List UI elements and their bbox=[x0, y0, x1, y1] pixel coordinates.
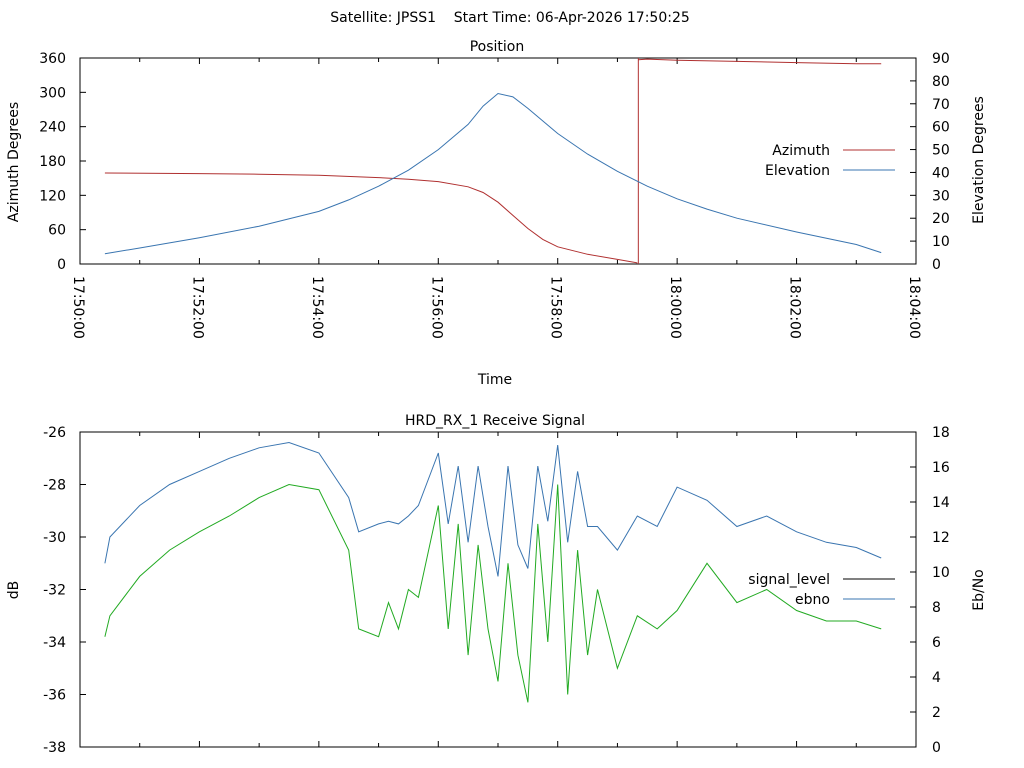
signal-y-tick-label: -32 bbox=[43, 583, 66, 599]
signal-y-tick-label: -26 bbox=[43, 425, 66, 441]
position-y2-tick-label: 90 bbox=[932, 51, 950, 67]
signal-level-series-line bbox=[104, 483, 882, 703]
position-x-tick-label: 18:00:00 bbox=[667, 276, 683, 339]
position-x-tick-label: 17:58:00 bbox=[548, 276, 564, 339]
elevation-series-line bbox=[104, 92, 882, 255]
signal-y-tick-label: -30 bbox=[43, 530, 66, 546]
signal-plot-frame bbox=[79, 431, 917, 748]
position-y2-tick-label: 70 bbox=[932, 97, 950, 113]
legend-signal-level-label: signal_level bbox=[748, 572, 830, 588]
position-y-tick-label: 300 bbox=[39, 85, 66, 101]
position-y2-tick-label: 80 bbox=[932, 74, 950, 90]
receive-signal-chart: HRD_RX_1 Receive Signal dB Eb/No signal_… bbox=[6, 413, 987, 756]
ebno-series-line bbox=[104, 441, 882, 577]
signal-y2-tick-label: 2 bbox=[932, 705, 941, 721]
position-y-tick-label: 60 bbox=[48, 223, 66, 239]
position-y-axis-label: Azimuth Degrees bbox=[6, 102, 22, 222]
signal-y2-tick-label: 14 bbox=[932, 495, 950, 511]
signal-y-tick-label: -36 bbox=[43, 688, 66, 704]
position-x-tick-label: 17:50:00 bbox=[70, 276, 86, 339]
position-y-tick-label: 180 bbox=[39, 154, 66, 170]
position-plot-frame bbox=[79, 57, 917, 265]
signal-y-tick-label: -38 bbox=[43, 740, 66, 756]
position-chart-title: Position bbox=[470, 39, 525, 55]
azimuth-series-line bbox=[104, 172, 638, 264]
position-y2-tick-label: 50 bbox=[932, 143, 950, 159]
figure-title: Satellite: JPSS1 Start Time: 06-Apr-2026… bbox=[330, 10, 690, 26]
position-y-tick-label: 120 bbox=[39, 188, 66, 204]
legend-ebno-label: ebno bbox=[795, 592, 830, 608]
position-y-tick-label: 240 bbox=[39, 120, 66, 136]
position-y2-tick-label: 0 bbox=[932, 257, 941, 273]
position-y-tick-label: 360 bbox=[39, 51, 66, 67]
position-x-tick-label: 17:54:00 bbox=[309, 276, 325, 339]
signal-y2-tick-label: 4 bbox=[932, 670, 941, 686]
signal-y-tick-label: -34 bbox=[43, 635, 66, 651]
signal-y2-tick-label: 10 bbox=[932, 565, 950, 581]
signal-y2-tick-label: 6 bbox=[932, 635, 941, 651]
signal-y2-tick-label: 12 bbox=[932, 530, 950, 546]
signal-y-axis-label: dB bbox=[6, 581, 22, 600]
signal-y2-tick-label: 18 bbox=[932, 425, 950, 441]
position-y2-tick-label: 60 bbox=[932, 120, 950, 136]
signal-y-tick-label: -28 bbox=[43, 478, 66, 494]
position-y2-axis-label: Elevation Degrees bbox=[971, 96, 987, 224]
position-y2-tick-label: 20 bbox=[932, 211, 950, 227]
position-y2-tick-label: 30 bbox=[932, 188, 950, 204]
position-x-tick-label: 18:04:00 bbox=[906, 276, 922, 339]
signal-y2-axis-label: Eb/No bbox=[971, 569, 987, 611]
position-y2-tick-label: 10 bbox=[932, 234, 950, 250]
signal-chart-title: HRD_RX_1 Receive Signal bbox=[405, 413, 585, 429]
signal-y2-tick-label: 0 bbox=[932, 740, 941, 756]
position-x-tick-label: 17:56:00 bbox=[428, 276, 444, 339]
signal-y2-tick-label: 16 bbox=[932, 460, 950, 476]
position-x-tick-label: 17:52:00 bbox=[189, 276, 205, 339]
legend-elevation-label: Elevation bbox=[765, 163, 830, 179]
azimuth-series-line-wrapped bbox=[638, 58, 882, 65]
position-y-tick-label: 0 bbox=[57, 257, 66, 273]
position-x-axis-label: Time bbox=[477, 372, 512, 388]
legend-azimuth-label: Azimuth bbox=[772, 143, 830, 159]
position-y2-tick-label: 40 bbox=[932, 165, 950, 181]
position-chart: Position Azimuth Degrees Elevation Degre… bbox=[6, 39, 987, 388]
signal-y2-tick-label: 8 bbox=[932, 600, 941, 616]
position-x-tick-label: 18:02:00 bbox=[787, 276, 803, 339]
